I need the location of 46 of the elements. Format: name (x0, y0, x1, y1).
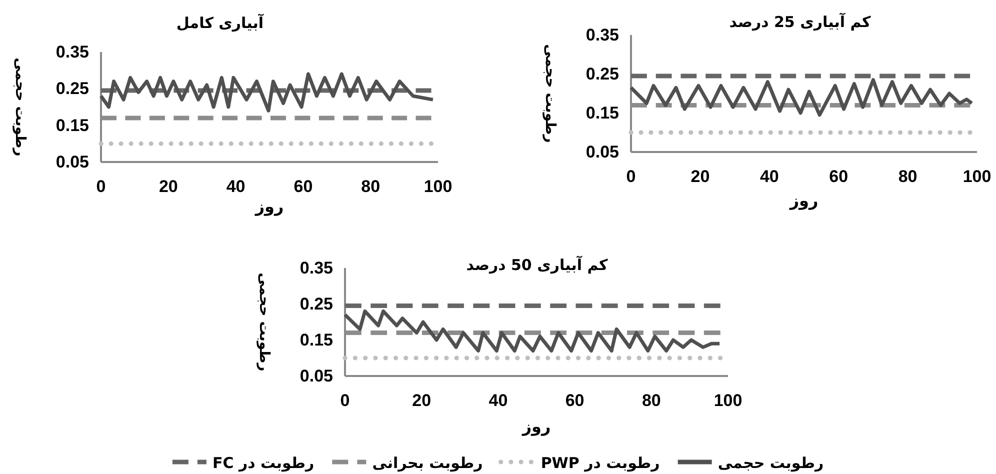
y-tick-label: 0.25 (586, 64, 619, 84)
legend-label: رطوبت بحرانی (372, 454, 483, 472)
x-tick-label: 100 (962, 167, 992, 186)
y-tick-label: 0.15 (586, 104, 619, 122)
chart-title: آبیاری کامل (176, 13, 264, 32)
x-tick-label: 80 (361, 177, 380, 196)
y-tick-label: 0.25 (300, 294, 333, 314)
y-tick-label: 0.25 (56, 79, 89, 98)
line-series (99, 72, 435, 112)
x-tick-label: 60 (565, 391, 584, 410)
y-axis-title: رطوبت حجمی (542, 44, 558, 143)
x-tick-label: 20 (690, 167, 710, 186)
y-tick-label: 0.05 (586, 142, 619, 162)
x-tick-label: 0 (626, 167, 636, 186)
x-axis-title: روز (788, 191, 818, 210)
x-tick-label: 0 (96, 177, 106, 196)
y-axis-title: رطوبت حجمی (12, 58, 28, 156)
x-tick-label: 40 (760, 167, 779, 186)
x-tick-label: 60 (294, 177, 313, 196)
legend-label: رطوبت در FC (212, 454, 314, 472)
x-axis-title: روز (521, 417, 551, 436)
y-tick-label: 0.05 (56, 152, 89, 172)
legend-label: رطوبت در PWP (540, 454, 660, 472)
y-tick-label: 0.15 (300, 330, 333, 350)
x-tick-label: 100 (714, 391, 742, 410)
x-tick-label: 80 (642, 391, 661, 410)
x-tick-label: 100 (424, 177, 452, 196)
chart-title: کم آبیاری 25 درصد (729, 12, 871, 31)
x-tick-label: 80 (898, 167, 918, 186)
x-axis-title: روز (254, 197, 284, 216)
x-tick-label: 20 (158, 177, 178, 196)
y-axis-title: رطوبت حجمی (256, 272, 272, 372)
x-tick-label: 40 (226, 177, 246, 196)
y-tick-label: 0.35 (300, 258, 333, 278)
line-series (629, 78, 974, 117)
y-tick-label: 0.15 (56, 116, 89, 135)
line-series (343, 309, 722, 353)
x-tick-label: 0 (340, 391, 350, 410)
y-tick-label: 0.35 (56, 42, 89, 62)
x-tick-label: 40 (488, 391, 508, 410)
y-tick-label: 0.35 (586, 26, 619, 44)
legend-label: رطوبت حجمی (718, 454, 824, 472)
x-tick-label: 60 (829, 167, 848, 186)
y-tick-label: 0.05 (300, 366, 333, 386)
chart-title: کم آبیاری 50 درصد (466, 255, 608, 274)
x-tick-label: 20 (412, 391, 432, 410)
